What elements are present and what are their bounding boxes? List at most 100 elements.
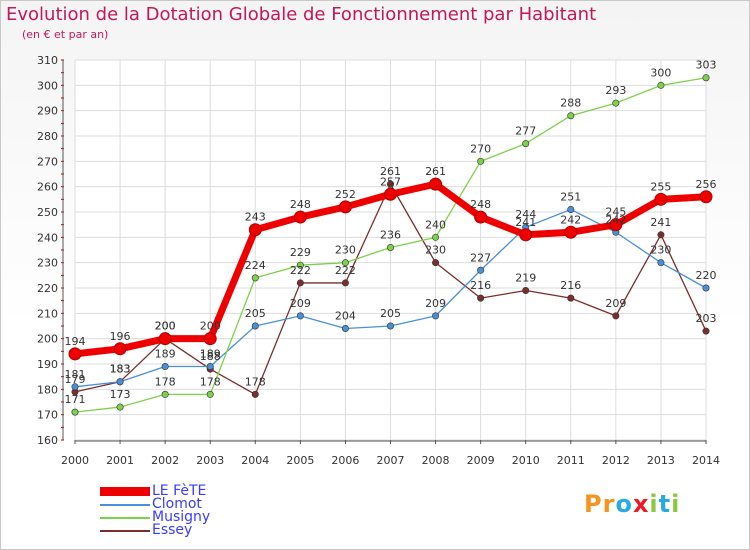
data-point	[116, 403, 124, 411]
logo-letter: x	[632, 490, 650, 518]
data-label: 243	[245, 211, 266, 224]
data-label: 189	[155, 348, 176, 361]
data-point	[477, 266, 485, 274]
data-point	[609, 218, 623, 232]
data-label: 293	[605, 84, 626, 97]
x-tick-label: 2006	[331, 454, 359, 467]
data-point	[206, 390, 214, 398]
y-tick-label: 310	[37, 54, 58, 67]
data-label: 216	[560, 279, 581, 292]
x-tick-label: 2012	[602, 454, 630, 467]
data-labels: 179 183 200 188 178 222 222 261 230 216 219 216 209 2…	[65, 59, 717, 406]
data-label: 178	[200, 375, 221, 388]
data-label: 242	[560, 213, 581, 226]
data-label: 303	[696, 59, 717, 72]
y-tick-label: 240	[37, 231, 58, 244]
data-point	[113, 342, 127, 356]
data-label: 252	[335, 188, 356, 201]
x-tick-label: 2013	[647, 454, 675, 467]
logo-letter: t	[658, 490, 672, 518]
data-label: 183	[110, 363, 131, 376]
data-point	[71, 408, 79, 416]
axes: 160 170 180 190 200 210 220 230 240 250 260 270 280 2…	[37, 54, 720, 467]
legend-swatch	[100, 530, 150, 532]
data-label: 240	[425, 218, 446, 231]
data-point	[251, 274, 259, 282]
y-tick-label: 170	[37, 409, 58, 422]
data-point	[477, 157, 485, 165]
data-label: 200	[155, 320, 176, 333]
data-point	[71, 383, 79, 391]
data-point	[564, 225, 578, 239]
legend-label: Clomot	[152, 496, 202, 512]
data-point	[519, 228, 533, 242]
y-tick-label: 290	[37, 105, 58, 118]
data-label: 288	[560, 97, 581, 110]
legend-label: Essey	[152, 522, 193, 538]
data-point	[161, 390, 169, 398]
data-label: 230	[425, 244, 446, 257]
y-tick-label: 180	[37, 383, 58, 396]
data-point	[338, 200, 352, 214]
data-label: 171	[65, 393, 86, 406]
x-tick-label: 2002	[151, 454, 179, 467]
data-point	[296, 261, 304, 269]
data-label: 204	[335, 310, 356, 323]
data-label: 227	[470, 251, 491, 264]
data-label: 241	[650, 216, 671, 229]
legend-swatch	[100, 517, 150, 519]
data-point	[654, 192, 668, 206]
data-point	[384, 187, 397, 201]
y-tick-label: 230	[37, 257, 58, 270]
data-point	[702, 284, 710, 292]
data-point	[702, 327, 710, 335]
data-point	[158, 332, 172, 346]
data-point	[567, 112, 575, 120]
data-label: 251	[560, 190, 581, 203]
data-label: 236	[380, 228, 401, 241]
data-label: 248	[290, 198, 311, 211]
data-point	[248, 223, 262, 237]
data-label: 205	[245, 307, 266, 320]
data-point	[657, 81, 665, 89]
data-label: 261	[425, 165, 446, 178]
data-point	[116, 378, 124, 386]
data-label: 270	[470, 142, 491, 155]
data-label: 189	[200, 348, 221, 361]
data-point	[296, 279, 304, 287]
data-point	[386, 243, 394, 251]
x-tick-label: 2014	[692, 454, 720, 467]
x-tick-label: 2004	[241, 454, 269, 467]
data-label: 194	[65, 335, 86, 348]
data-point	[251, 322, 259, 330]
data-label: 196	[110, 330, 131, 343]
data-label: 209	[425, 297, 446, 310]
data-label: 183	[110, 363, 131, 376]
data-label: 179	[65, 373, 86, 386]
x-tick-label: 2003	[196, 454, 224, 467]
data-point	[161, 363, 169, 371]
data-label: 222	[335, 264, 356, 277]
data-label: 178	[155, 375, 176, 388]
y-tick-label: 280	[37, 130, 58, 143]
x-tick-label: 2005	[286, 454, 314, 467]
data-point	[206, 363, 214, 371]
x-tick-label: 2000	[61, 454, 89, 467]
data-label: 256	[696, 178, 717, 191]
y-tick-label: 160	[37, 434, 58, 447]
legend-label: Musigny	[152, 509, 211, 525]
data-label: 209	[290, 297, 311, 310]
data-point	[474, 210, 488, 224]
data-point	[432, 233, 440, 241]
data-point	[702, 74, 710, 82]
data-point	[612, 312, 620, 320]
x-tick-label: 2010	[512, 454, 540, 467]
data-point	[429, 177, 443, 191]
data-label: 277	[515, 125, 536, 138]
logo-letter: o	[615, 490, 633, 518]
data-label: 224	[245, 259, 266, 272]
data-point	[203, 332, 217, 346]
data-label: 230	[650, 244, 671, 257]
data-label: 209	[605, 297, 626, 310]
data-label: 257	[380, 175, 401, 188]
